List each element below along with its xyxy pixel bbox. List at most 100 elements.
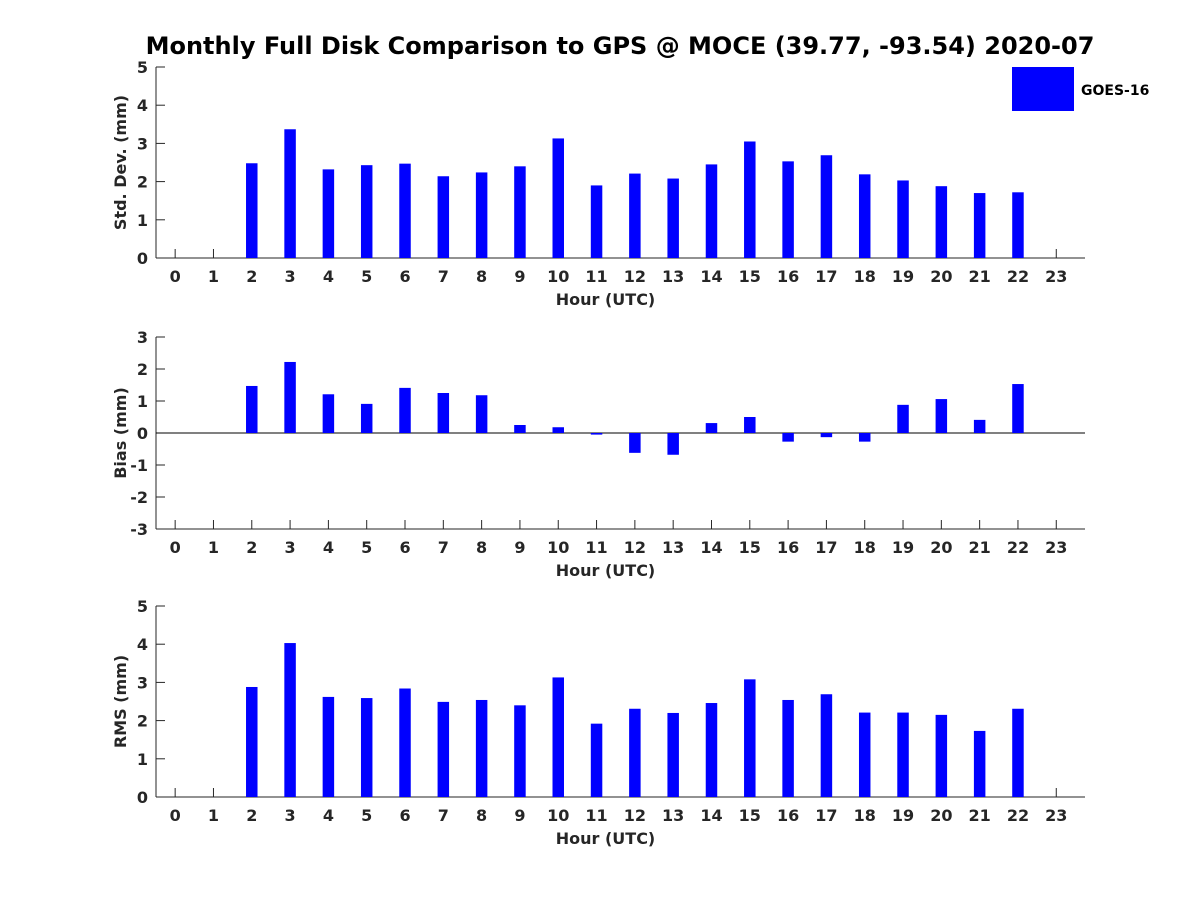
x-tick-label: 22 bbox=[1007, 806, 1029, 825]
x-tick-label: 8 bbox=[476, 806, 487, 825]
bar-std-dev-mm-hour-14 bbox=[705, 164, 718, 258]
y-tick-label: -3 bbox=[130, 520, 148, 539]
bar-bias-mm-hour-4 bbox=[322, 394, 335, 433]
x-tick-label: 6 bbox=[399, 806, 410, 825]
bar-rms-mm-hour-17 bbox=[820, 694, 833, 797]
bar-rms-mm-hour-20 bbox=[935, 714, 948, 797]
x-tick-label: 10 bbox=[547, 806, 569, 825]
bar-bias-mm-hour-20 bbox=[935, 399, 948, 433]
x-tick-label: 17 bbox=[815, 806, 837, 825]
x-tick-label: 16 bbox=[777, 267, 799, 286]
x-tick-label: 2 bbox=[246, 806, 257, 825]
x-axis-label: Hour (UTC) bbox=[556, 829, 656, 848]
x-tick-label: 21 bbox=[969, 806, 991, 825]
bar-std-dev-mm-hour-11 bbox=[590, 185, 603, 258]
bar-bias-mm-hour-2 bbox=[246, 385, 258, 433]
x-tick-label: 6 bbox=[399, 538, 410, 557]
x-tick-label: 7 bbox=[438, 806, 449, 825]
bar-rms-mm-hour-9 bbox=[514, 705, 526, 797]
bar-bias-mm-hour-22 bbox=[1012, 384, 1024, 433]
x-tick-label: 13 bbox=[662, 538, 684, 557]
bar-std-dev-mm-hour-12 bbox=[629, 173, 641, 258]
x-tick-label: 17 bbox=[815, 538, 837, 557]
bar-bias-mm-hour-13 bbox=[667, 433, 679, 455]
x-tick-label: 19 bbox=[892, 267, 914, 286]
x-tick-label: 1 bbox=[208, 267, 219, 286]
x-tick-label: 15 bbox=[739, 267, 761, 286]
bar-rms-mm-hour-16 bbox=[782, 699, 794, 797]
bar-std-dev-mm-hour-13 bbox=[667, 178, 679, 258]
bar-rms-mm-hour-22 bbox=[1012, 708, 1024, 797]
bar-rms-mm-hour-11 bbox=[590, 723, 603, 797]
x-axis-label: Hour (UTC) bbox=[556, 561, 656, 580]
y-tick-label: 5 bbox=[137, 597, 148, 616]
bar-bias-mm-hour-19 bbox=[897, 404, 909, 433]
bar-std-dev-mm-hour-3 bbox=[284, 129, 296, 258]
bar-bias-mm-hour-3 bbox=[284, 361, 296, 433]
x-tick-label: 18 bbox=[854, 267, 876, 286]
bar-std-dev-mm-hour-8 bbox=[475, 172, 488, 258]
x-tick-label: 3 bbox=[285, 806, 296, 825]
y-tick-label: 4 bbox=[137, 96, 148, 115]
x-tick-label: 1 bbox=[208, 538, 219, 557]
bar-rms-mm-hour-12 bbox=[629, 708, 641, 797]
x-tick-label: 20 bbox=[930, 806, 952, 825]
bar-std-dev-mm-hour-2 bbox=[246, 163, 258, 258]
y-tick-label: 4 bbox=[137, 635, 148, 654]
x-tick-label: 11 bbox=[585, 538, 607, 557]
y-tick-label: 2 bbox=[137, 712, 148, 731]
x-tick-label: 4 bbox=[323, 806, 334, 825]
bar-rms-mm-hour-21 bbox=[973, 730, 986, 797]
bar-bias-mm-hour-8 bbox=[475, 395, 488, 433]
bar-bias-mm-hour-15 bbox=[744, 417, 756, 433]
legend-label-goes-16: GOES-16 bbox=[1081, 83, 1149, 99]
x-tick-label: 12 bbox=[624, 267, 646, 286]
y-tick-label: 0 bbox=[137, 249, 148, 268]
x-tick-label: 3 bbox=[285, 267, 296, 286]
x-tick-label: 12 bbox=[624, 538, 646, 557]
x-tick-label: 20 bbox=[930, 538, 952, 557]
x-tick-label: 6 bbox=[399, 267, 410, 286]
x-tick-label: 21 bbox=[969, 267, 991, 286]
x-tick-label: 13 bbox=[662, 806, 684, 825]
bar-rms-mm-hour-7 bbox=[437, 701, 450, 797]
x-tick-label: 20 bbox=[930, 267, 952, 286]
x-tick-label: 23 bbox=[1045, 267, 1067, 286]
y-tick-label: -2 bbox=[130, 488, 148, 507]
x-tick-label: 22 bbox=[1007, 538, 1029, 557]
bar-std-dev-mm-hour-7 bbox=[437, 176, 450, 258]
bar-bias-mm-hour-12 bbox=[629, 433, 641, 453]
x-tick-label: 8 bbox=[476, 538, 487, 557]
x-tick-label: 7 bbox=[438, 267, 449, 286]
x-tick-label: 5 bbox=[361, 806, 372, 825]
bar-rms-mm-hour-18 bbox=[858, 712, 871, 797]
x-tick-label: 15 bbox=[739, 806, 761, 825]
bar-bias-mm-hour-9 bbox=[514, 425, 526, 433]
x-tick-label: 13 bbox=[662, 267, 684, 286]
y-tick-label: 3 bbox=[137, 328, 148, 347]
x-tick-label: 14 bbox=[700, 806, 722, 825]
x-tick-label: 19 bbox=[892, 806, 914, 825]
y-tick-label: -1 bbox=[130, 456, 148, 475]
bar-rms-mm-hour-4 bbox=[322, 696, 335, 797]
x-tick-label: 21 bbox=[969, 538, 991, 557]
bar-std-dev-mm-hour-4 bbox=[322, 169, 335, 258]
bar-bias-mm-hour-14 bbox=[705, 423, 718, 433]
x-tick-label: 19 bbox=[892, 538, 914, 557]
x-tick-label: 4 bbox=[323, 267, 334, 286]
x-tick-label: 8 bbox=[476, 267, 487, 286]
bar-rms-mm-hour-19 bbox=[897, 712, 909, 797]
x-tick-label: 15 bbox=[739, 538, 761, 557]
x-tick-label: 23 bbox=[1045, 538, 1067, 557]
bar-bias-mm-hour-6 bbox=[399, 387, 411, 433]
x-tick-label: 7 bbox=[438, 538, 449, 557]
bar-rms-mm-hour-6 bbox=[399, 688, 411, 797]
chart-title: Monthly Full Disk Comparison to GPS @ MO… bbox=[146, 32, 1095, 60]
x-tick-label: 9 bbox=[514, 538, 525, 557]
bar-bias-mm-hour-10 bbox=[552, 427, 564, 433]
x-tick-label: 11 bbox=[585, 267, 607, 286]
